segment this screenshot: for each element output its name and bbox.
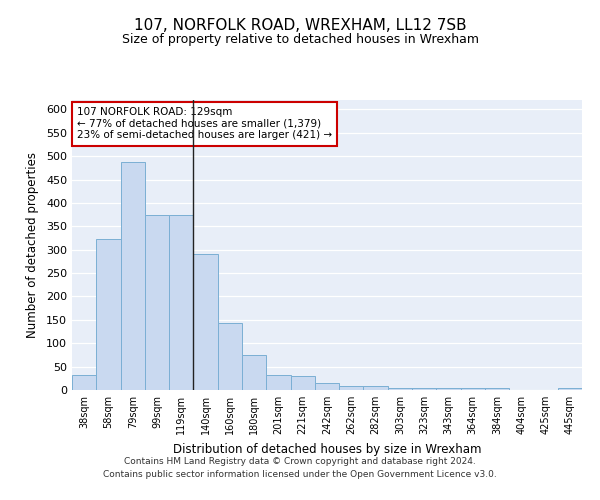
Bar	[96, 240, 121, 390]
Text: 107, NORFOLK ROAD, WREXHAM, LL12 7SB: 107, NORFOLK ROAD, WREXHAM, LL12 7SB	[134, 18, 466, 32]
Y-axis label: Number of detached properties: Number of detached properties	[26, 152, 39, 338]
Bar	[145, 214, 169, 390]
Bar	[485, 388, 509, 390]
Text: Contains public sector information licensed under the Open Government Licence v3: Contains public sector information licen…	[103, 470, 497, 479]
X-axis label: Distribution of detached houses by size in Wrexham: Distribution of detached houses by size …	[173, 442, 481, 456]
Text: 107 NORFOLK ROAD: 129sqm
← 77% of detached houses are smaller (1,379)
23% of sem: 107 NORFOLK ROAD: 129sqm ← 77% of detach…	[77, 108, 332, 140]
Bar	[388, 388, 412, 390]
Bar	[121, 162, 145, 390]
Bar	[364, 386, 388, 390]
Bar	[169, 214, 193, 390]
Bar	[242, 355, 266, 390]
Bar	[290, 376, 315, 390]
Bar	[558, 388, 582, 390]
Bar	[266, 375, 290, 390]
Bar	[461, 388, 485, 390]
Bar	[315, 383, 339, 390]
Bar	[412, 388, 436, 390]
Text: Contains HM Land Registry data © Crown copyright and database right 2024.: Contains HM Land Registry data © Crown c…	[124, 458, 476, 466]
Bar	[436, 388, 461, 390]
Bar	[193, 254, 218, 390]
Bar	[339, 386, 364, 390]
Bar	[218, 323, 242, 390]
Bar	[72, 375, 96, 390]
Text: Size of property relative to detached houses in Wrexham: Size of property relative to detached ho…	[121, 32, 479, 46]
